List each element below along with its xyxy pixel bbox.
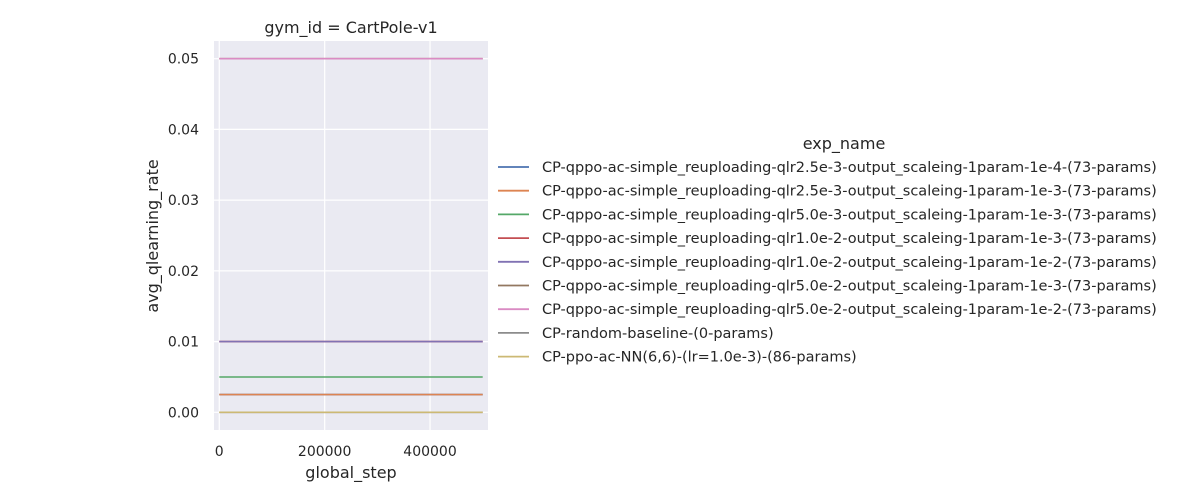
plot-background xyxy=(214,41,488,430)
y-tick-label: 0.04 xyxy=(168,122,199,138)
legend-title: exp_name xyxy=(803,134,886,154)
legend-label-1: CP-qppo-ac-simple_reuploading-qlr2.5e-3-… xyxy=(542,160,1157,176)
legend-label-8: CP-random-baseline-(0-params) xyxy=(542,326,774,342)
y-tick-label: 0.03 xyxy=(168,193,199,209)
y-tick-label: 0.01 xyxy=(168,335,199,351)
legend-label-9: CP-ppo-ac-NN(6,6)-(lr=1.0e-3)-(86-params… xyxy=(542,350,857,366)
x-tick-label: 200000 xyxy=(298,444,351,460)
legend: exp_name CP-qppo-ac-simple_reuploading-q… xyxy=(498,134,1157,366)
legend-label-2: CP-qppo-ac-simple_reuploading-qlr2.5e-3-… xyxy=(542,184,1157,200)
legend-label-3: CP-qppo-ac-simple_reuploading-qlr5.0e-3-… xyxy=(542,207,1157,223)
x-tick-label: 400000 xyxy=(403,444,456,460)
legend-label-5: CP-qppo-ac-simple_reuploading-qlr1.0e-2-… xyxy=(542,255,1157,271)
y-axis-title: avg_qlearning_rate xyxy=(143,159,163,312)
legend-label-6: CP-qppo-ac-simple_reuploading-qlr5.0e-2-… xyxy=(542,279,1157,295)
y-tick-label: 0.05 xyxy=(168,52,199,68)
y-tick-labels: 0.00 0.01 0.02 0.03 0.04 0.05 xyxy=(168,52,199,422)
series-lines xyxy=(219,57,483,414)
legend-label-4: CP-qppo-ac-simple_reuploading-qlr1.0e-2-… xyxy=(542,231,1157,247)
x-tick-labels: 0 200000 400000 xyxy=(215,444,457,460)
facet-title: gym_id = CartPole-v1 xyxy=(264,18,437,38)
x-axis-title: global_step xyxy=(305,463,396,483)
y-tick-label: 0.00 xyxy=(168,405,199,421)
x-tick-label: 0 xyxy=(215,444,224,460)
y-tick-label: 0.02 xyxy=(168,264,199,280)
legend-label-7: CP-qppo-ac-simple_reuploading-qlr5.0e-2-… xyxy=(542,302,1157,318)
